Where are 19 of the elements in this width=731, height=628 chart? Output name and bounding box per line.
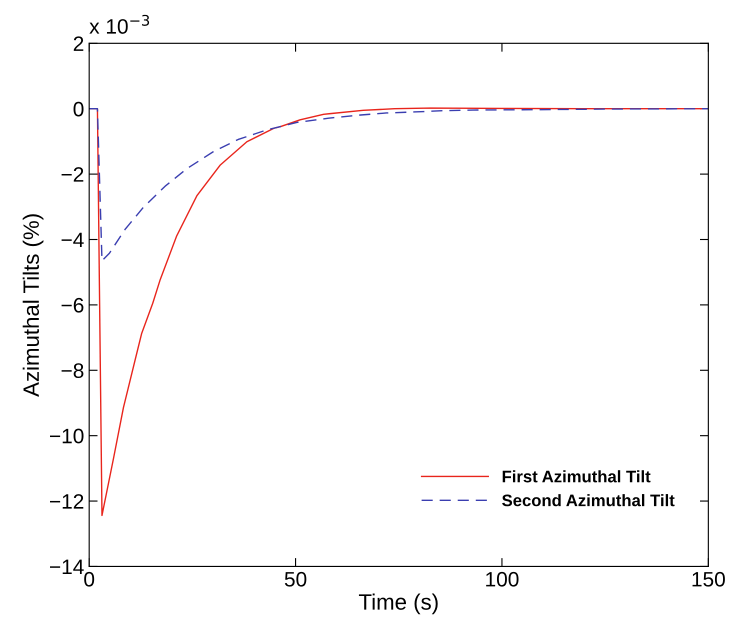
x-tick-label: 50 <box>284 572 306 587</box>
y-tick-label: −4 <box>62 232 84 248</box>
y-tick-label: −14 <box>50 560 84 574</box>
x-axis-title: Time (s) <box>358 594 438 614</box>
x-tick-label: 100 <box>486 572 519 587</box>
y-tick-label: −2 <box>62 167 84 182</box>
x-tick-label: 0 <box>84 572 94 587</box>
y-tick-label: −10 <box>50 428 84 444</box>
y-tick-label: 2 <box>74 36 84 51</box>
legend-label: First Azimuthal Tilt <box>502 470 650 482</box>
text: x 10$^{−3}$ <box>89 14 150 34</box>
y-tick-label: −6 <box>62 298 84 313</box>
y-tick-label: −8 <box>62 363 84 378</box>
y-tick-label: −12 <box>50 494 84 509</box>
y-axis-title: Azimuthal Tilts (%) <box>22 214 44 397</box>
y-tick-label: 0 <box>74 102 84 116</box>
legend-label: Second Azimuthal Tilt <box>502 494 675 506</box>
line-series <box>89 108 708 262</box>
x-tick-label: 150 <box>692 572 725 587</box>
